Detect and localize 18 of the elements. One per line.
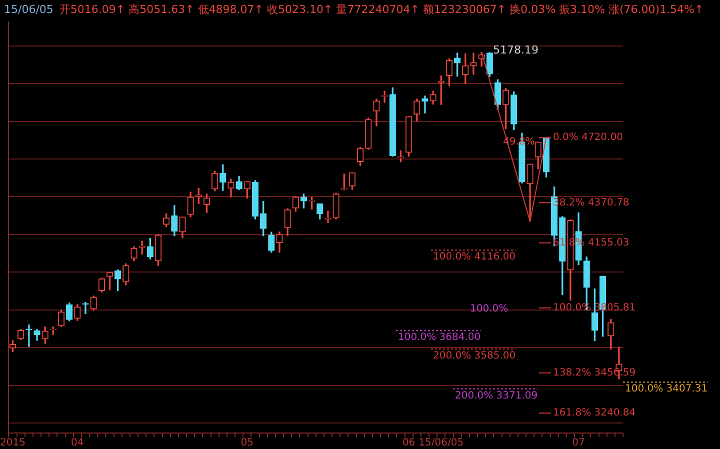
chart-title: 15/06/05 bbox=[4, 3, 54, 16]
ref-line-label: 0.0% 4720.00 bbox=[553, 132, 623, 144]
x-tick-label: 07 bbox=[572, 438, 585, 449]
ref-line-label: 200.0% 3371.09 bbox=[455, 390, 538, 402]
x-tick-label: 15/06/05 bbox=[418, 438, 464, 449]
chart-subtitle: 开5016.09↑ 高5051.63↑ 低4898.07↑ 收5023.10↑ 量772240704↑ 额123230067↑ 换0.03% 振3.10% 涨(76.00)1.54%↑ bbox=[59, 3, 704, 16]
ref-line-label: 100.0% 3684.00 bbox=[398, 332, 481, 344]
x-tick-label: 05 bbox=[240, 438, 254, 449]
ref-line-label: 200.0% 3585.00 bbox=[433, 350, 516, 362]
ref-line-label: 100.0% 4116.00 bbox=[433, 252, 516, 263]
annotation: 100.0% bbox=[470, 304, 508, 315]
annotation: 5178.19 bbox=[493, 43, 538, 56]
ref-line-label: 100.0% 3407.31 bbox=[625, 384, 708, 395]
ref-line-label: 61.8% 4155.03 bbox=[553, 237, 630, 248]
x-tick-label: 06 bbox=[402, 438, 416, 449]
x-tick-label: 2015 bbox=[0, 438, 26, 449]
ref-line-label: 161.8% 3240.84 bbox=[553, 408, 636, 419]
x-tick-label: 04 bbox=[71, 438, 84, 449]
